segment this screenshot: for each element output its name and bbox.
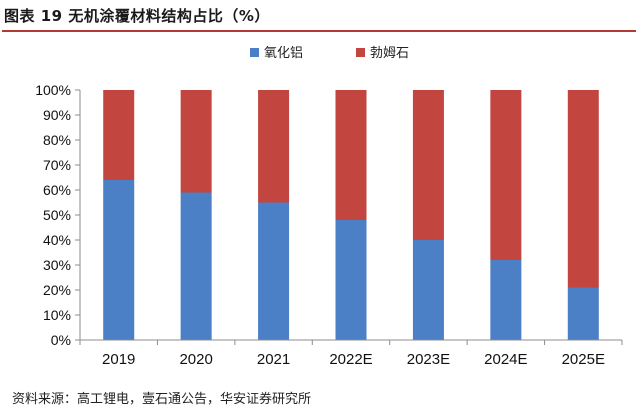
y-tick-label: 10%	[43, 307, 71, 323]
bar-series2	[258, 90, 290, 203]
bar-series1	[103, 180, 135, 340]
bar-series1	[180, 192, 212, 340]
bar-series1	[412, 240, 444, 340]
chart-legend: 氧化铝 勃姆石	[250, 46, 409, 61]
y-tick-label: 80%	[43, 132, 71, 148]
bar-series2	[103, 90, 135, 180]
y-tick-label: 100%	[35, 82, 71, 98]
bar-series	[103, 90, 599, 340]
bar-series2	[412, 90, 444, 240]
y-axis: 0% 10% 20% 30% 40% 50% 60% 70% 80% 90% 100%	[35, 82, 81, 348]
y-tick-label: 50%	[43, 207, 71, 223]
bar-series2	[567, 90, 599, 288]
bar-series1	[490, 260, 522, 340]
x-tick-label: 2020	[179, 351, 212, 368]
bar-series2	[335, 90, 367, 220]
x-tick-label: 2021	[257, 351, 290, 368]
bar-series1	[258, 202, 290, 340]
y-tick-label: 20%	[43, 282, 71, 298]
legend-label: 勃姆石	[370, 46, 409, 61]
y-tick-label: 30%	[43, 257, 71, 273]
title-divider	[2, 30, 636, 32]
legend-label: 氧化铝	[264, 46, 303, 61]
source-note: 资料来源：高工锂电，壹石通公告，华安证券研究所	[12, 392, 312, 407]
stacked-bar-chart: 氧化铝 勃姆石 0% 10% 20% 30% 40% 50% 60% 70% 80% 90% 100%…	[35, 46, 623, 368]
x-tick-label: 2023E	[407, 351, 450, 368]
x-tick-label: 2024E	[484, 351, 527, 368]
y-tick-label: 40%	[43, 232, 71, 248]
y-tick-label: 70%	[43, 157, 71, 173]
bar-series2	[180, 90, 212, 193]
y-tick-label: 0%	[51, 332, 71, 348]
legend-swatch	[356, 48, 365, 57]
bar-series2	[490, 90, 522, 260]
x-tick-label: 2019	[102, 351, 135, 368]
x-tick-label: 2025E	[562, 351, 605, 368]
bar-series1	[567, 287, 599, 340]
x-axis: 2019 2020 2021 2022E 2023E 2024E 2025E	[79, 339, 623, 368]
y-tick-label: 90%	[43, 107, 71, 123]
x-tick-label: 2022E	[329, 351, 372, 368]
bar-series1	[335, 220, 367, 340]
legend-swatch	[250, 48, 259, 57]
y-tick-label: 60%	[43, 182, 71, 198]
chart-title: 图表 19 无机涂覆材料结构占比（%）	[4, 7, 270, 25]
